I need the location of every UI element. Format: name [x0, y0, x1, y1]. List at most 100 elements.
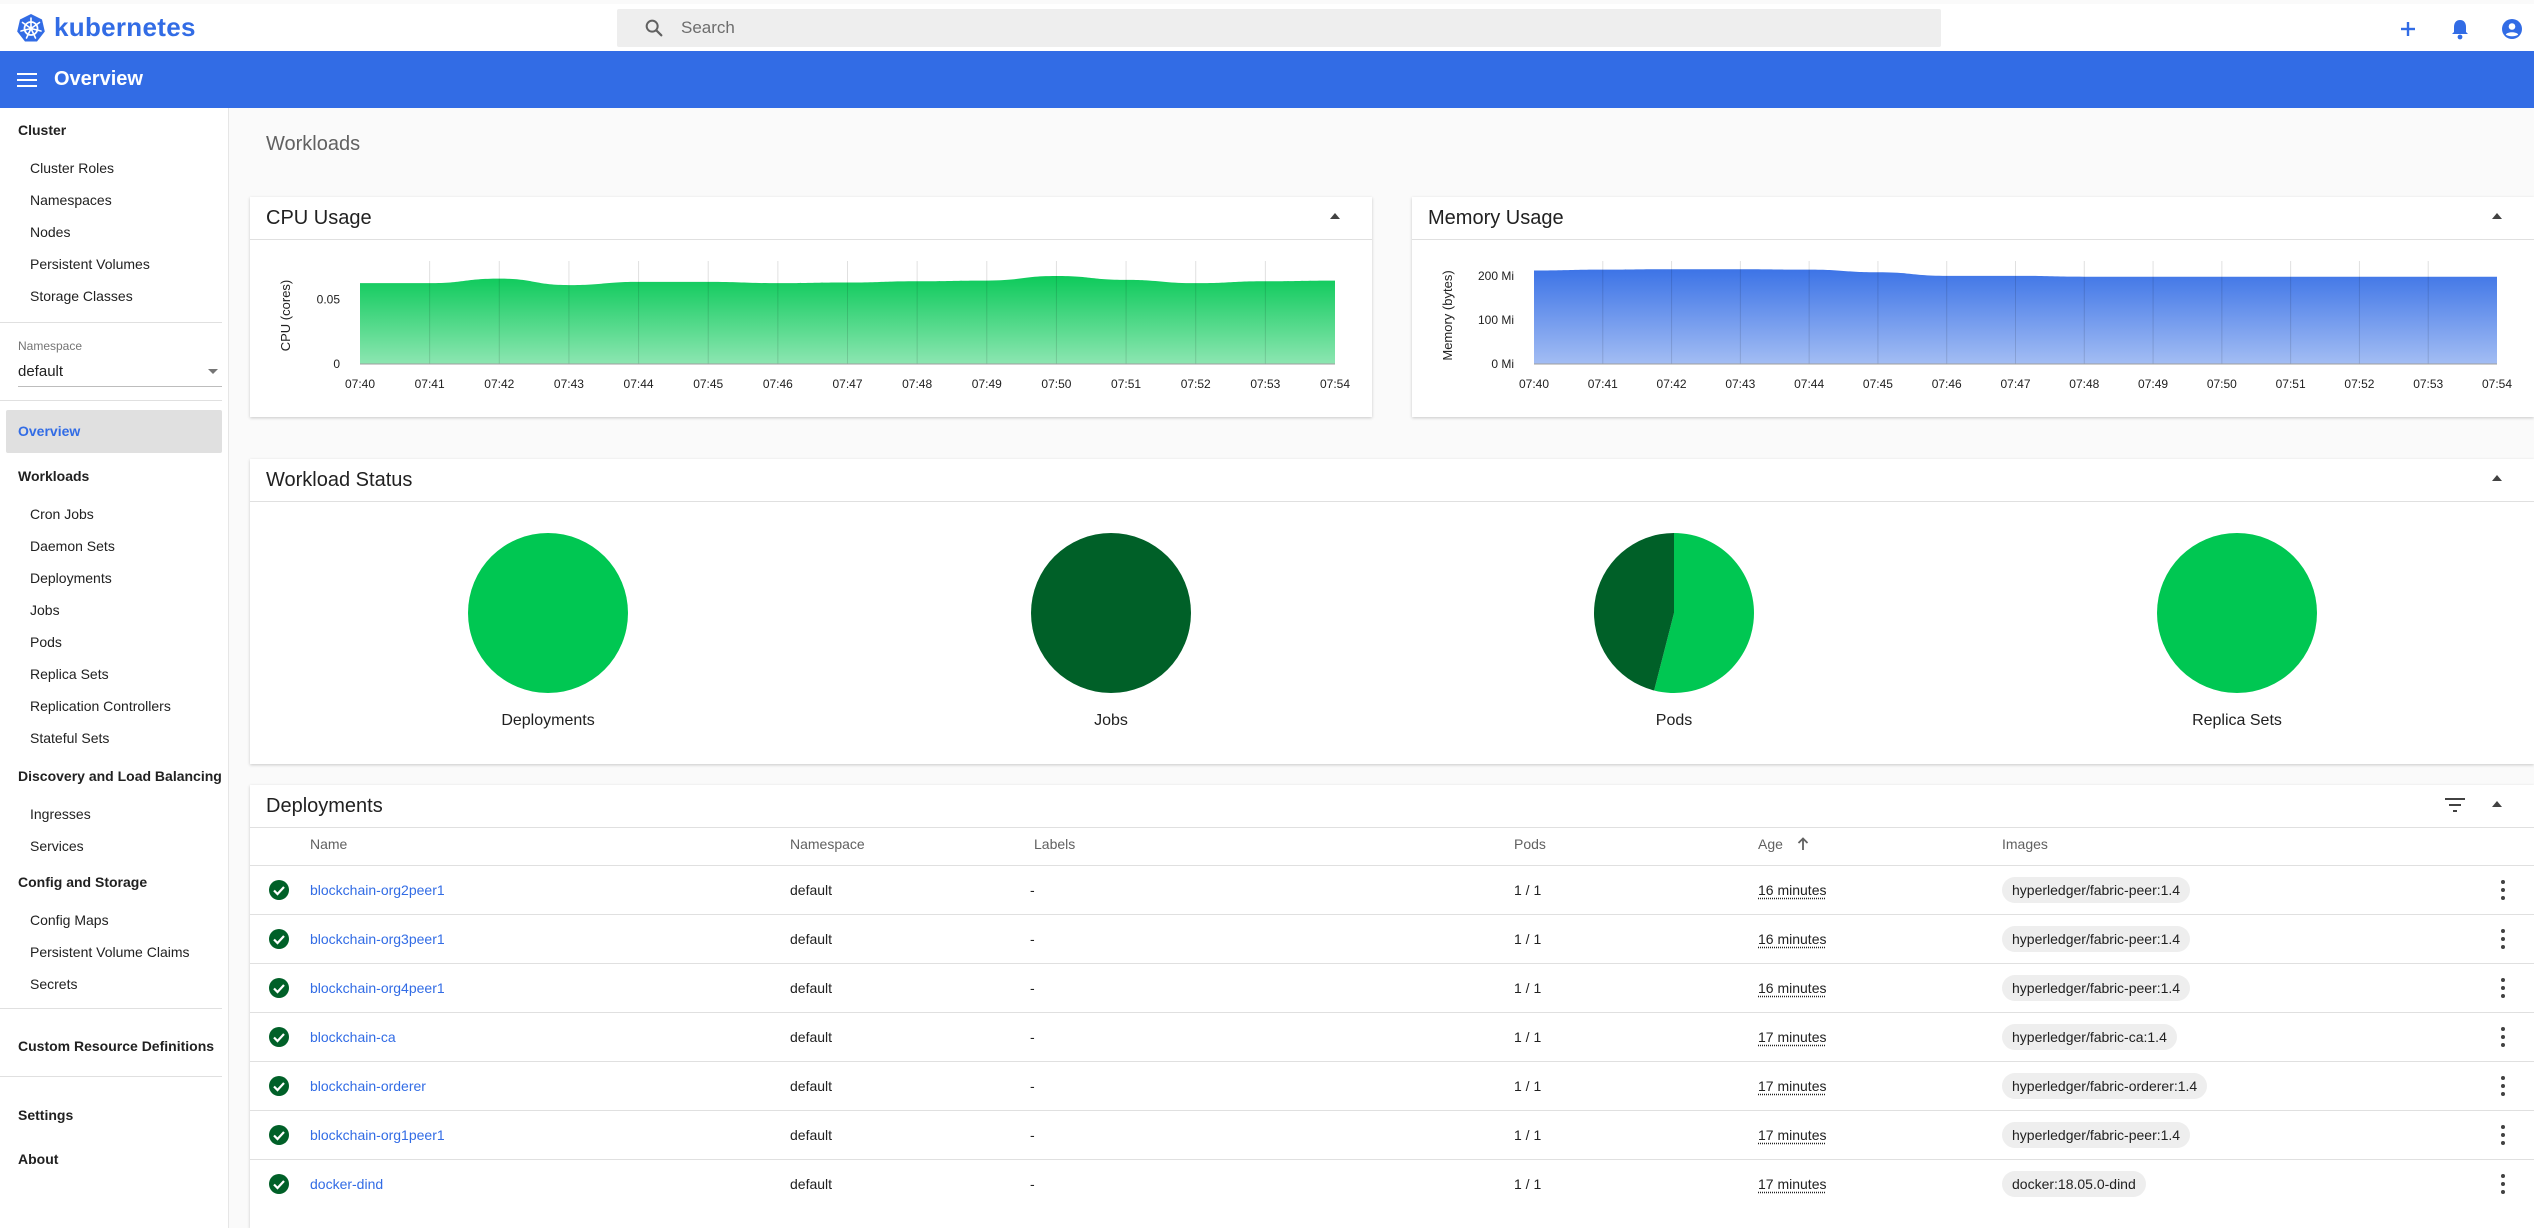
collapse-icon[interactable]: [2492, 475, 2502, 481]
sidebar-item-services[interactable]: Services: [30, 838, 84, 854]
sidebar-item-namespaces[interactable]: Namespaces: [30, 192, 112, 208]
deployment-namespace: default: [790, 980, 833, 996]
deployment-namespace: default: [790, 1176, 833, 1192]
deployment-pods: 1 / 1: [1514, 1176, 1542, 1192]
sort-arrow-up-icon[interactable]: [1797, 837, 1809, 851]
x-tick-label: 07:44: [1794, 377, 1824, 391]
search-bar[interactable]: [617, 9, 1941, 47]
status-label-pods: Pods: [1655, 712, 1693, 729]
collapse-icon[interactable]: [2492, 213, 2502, 219]
column-header-age[interactable]: Age: [1758, 836, 1809, 852]
y-tick-label: 100 Mi: [1478, 313, 1514, 327]
deployment-pods: 1 / 1: [1514, 1078, 1542, 1094]
sidebar-item-nodes[interactable]: Nodes: [30, 224, 71, 240]
table-row[interactable]: blockchain-org2peer1 default - 1 / 1 16 minu…: [250, 865, 2534, 914]
more-vert-icon[interactable]: [2500, 978, 2506, 998]
cpu-usage-card: CPU Usage 07:40 07:41 07:42 07:43 07:44 07:45…: [250, 197, 1372, 417]
filter-icon[interactable]: [2445, 797, 2465, 813]
notifications-button[interactable]: [2444, 13, 2476, 45]
sidebar-item-settings[interactable]: Settings: [18, 1107, 74, 1123]
x-tick-label: 07:47: [832, 377, 862, 391]
image-chip: hyperledger/fabric-peer:1.4: [2002, 877, 2191, 903]
sidebar-item-persistent-volumes[interactable]: Persistent Volumes: [30, 256, 150, 272]
page-title: Overview: [54, 68, 143, 90]
collapse-icon[interactable]: [1330, 213, 1340, 219]
sidebar-item-stateful-sets[interactable]: Stateful Sets: [30, 730, 110, 746]
deployment-labels: -: [1030, 882, 1035, 898]
sidebar-section-discovery[interactable]: Discovery and Load Balancing: [18, 768, 222, 784]
account-button[interactable]: [2496, 13, 2528, 45]
table-row[interactable]: blockchain-org1peer1 default - 1 / 1 17 minu…: [250, 1110, 2534, 1159]
x-tick-label: 07:41: [415, 377, 445, 391]
sidebar-item-crd[interactable]: Custom Resource Definitions: [18, 1038, 215, 1054]
sidebar-item-replica-sets[interactable]: Replica Sets: [30, 666, 109, 682]
deployment-name-link[interactable]: blockchain-org4peer1: [310, 980, 445, 996]
search-input[interactable]: [681, 18, 1881, 38]
x-tick-label: 07:47: [2000, 377, 2030, 391]
x-tick-label: 07:52: [2344, 377, 2374, 391]
more-vert-icon[interactable]: [2500, 1174, 2506, 1194]
check-circle-icon: [269, 880, 289, 900]
sidebar-item-cluster-roles[interactable]: Cluster Roles: [30, 160, 115, 176]
menu-button[interactable]: [16, 69, 38, 91]
table-row[interactable]: blockchain-ca default - 1 / 1 17 minutes hype…: [250, 1012, 2534, 1061]
table-row[interactable]: blockchain-orderer default - 1 / 1 17 minute…: [250, 1061, 2534, 1110]
deployment-name-link[interactable]: blockchain-orderer: [310, 1078, 426, 1094]
column-header-name[interactable]: Name: [310, 836, 348, 852]
sidebar-item-deployments[interactable]: Deployments: [30, 570, 112, 586]
sidebar-item-jobs[interactable]: Jobs: [30, 602, 60, 618]
collapse-icon[interactable]: [2492, 801, 2502, 807]
x-tick-label: 07:48: [902, 377, 932, 391]
sidebar-item-replication-controllers[interactable]: Replication Controllers: [30, 698, 171, 714]
sidebar-section-workloads[interactable]: Workloads: [18, 468, 90, 484]
x-tick-label: 07:51: [2276, 377, 2306, 391]
sidebar-item-persistent-volume-claims[interactable]: Persistent Volume Claims: [30, 944, 190, 960]
sidebar-item-cron-jobs[interactable]: Cron Jobs: [30, 506, 94, 522]
more-vert-icon[interactable]: [2500, 1076, 2506, 1096]
deployment-labels: -: [1030, 1029, 1035, 1045]
deployment-name-link[interactable]: blockchain-org3peer1: [310, 931, 445, 947]
deployments-title: Deployments: [266, 795, 383, 817]
pie-slice-running: [1654, 533, 1754, 693]
logo[interactable]: kubernetes: [16, 12, 196, 43]
sidebar-divider: [0, 322, 222, 323]
area-series: [360, 276, 1335, 364]
sidebar-item-ingresses[interactable]: Ingresses: [30, 806, 91, 822]
status-label-replica-sets: Replica Sets: [2192, 712, 2282, 729]
x-tick-label: 07:42: [1657, 377, 1687, 391]
top-bar: kubernetes: [0, 4, 2534, 51]
sidebar-item-overview[interactable]: Overview: [6, 410, 222, 453]
sidebar-section-config-storage[interactable]: Config and Storage: [18, 874, 148, 890]
deployment-name-link[interactable]: blockchain-ca: [310, 1029, 396, 1045]
sidebar-item-storage-classes[interactable]: Storage Classes: [30, 288, 133, 304]
more-vert-icon[interactable]: [2500, 880, 2506, 900]
namespace-select[interactable]: default: [18, 363, 222, 387]
image-chip: docker:18.05.0-dind: [2002, 1171, 2146, 1197]
sidebar-section-cluster[interactable]: Cluster: [18, 122, 67, 138]
sidebar-item-pods[interactable]: Pods: [30, 634, 62, 650]
card-divider: [250, 827, 2534, 828]
create-button[interactable]: [2392, 13, 2424, 45]
sidebar-item-secrets[interactable]: Secrets: [30, 976, 78, 992]
sidebar-divider: [0, 400, 222, 401]
dropdown-arrow-icon: [208, 369, 218, 374]
sidebar-item-config-maps[interactable]: Config Maps: [30, 912, 109, 928]
table-row[interactable]: docker-dind default - 1 / 1 17 minutes docker…: [250, 1159, 2534, 1208]
more-vert-icon[interactable]: [2500, 1027, 2506, 1047]
deployment-name-link[interactable]: blockchain-org1peer1: [310, 1127, 445, 1143]
table-row[interactable]: blockchain-org4peer1 default - 1 / 1 16 minu…: [250, 963, 2534, 1012]
deployment-name-link[interactable]: docker-dind: [310, 1176, 384, 1192]
more-vert-icon[interactable]: [2500, 1125, 2506, 1145]
table-row[interactable]: blockchain-org3peer1 default - 1 / 1 16 minu…: [250, 914, 2534, 963]
x-tick-label: 07:46: [1932, 377, 1962, 391]
x-tick-label: 07:50: [1041, 377, 1071, 391]
x-tick-label: 07:48: [2069, 377, 2099, 391]
sidebar-item-daemon-sets[interactable]: Daemon Sets: [30, 538, 115, 554]
more-vert-icon[interactable]: [2500, 929, 2506, 949]
x-tick-label: 07:53: [1250, 377, 1280, 391]
column-header-namespace[interactable]: Namespace: [790, 836, 865, 852]
deployment-name-link[interactable]: blockchain-org2peer1: [310, 882, 445, 898]
hamburger-icon: [17, 72, 37, 87]
x-tick-label: 07:43: [554, 377, 584, 391]
sidebar-item-about[interactable]: About: [18, 1151, 59, 1167]
